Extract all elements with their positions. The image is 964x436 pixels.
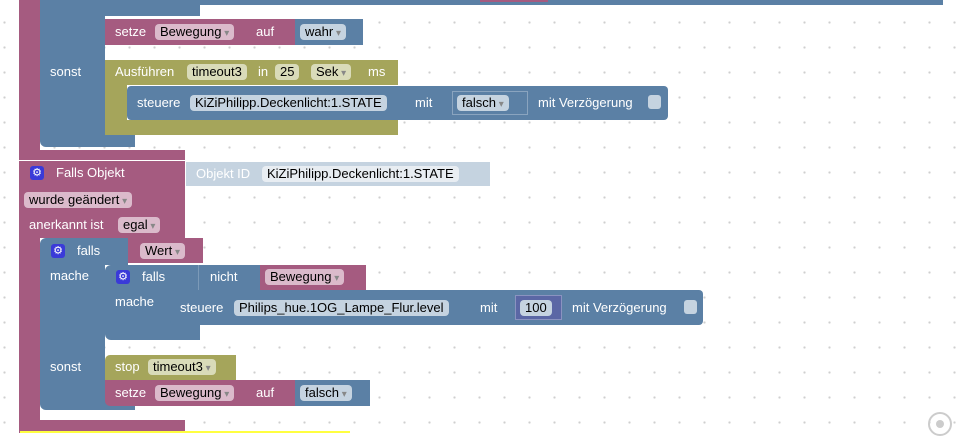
if-block-column bbox=[40, 265, 105, 400]
delay-checkbox[interactable] bbox=[684, 300, 697, 314]
not-block[interactable] bbox=[198, 265, 261, 290]
ack-dropdown[interactable]: egal bbox=[118, 217, 161, 233]
change-dropdown[interactable]: wurde geändert bbox=[24, 192, 133, 208]
object-id-value[interactable]: KiZiPhilipp.Deckenlicht:1.STATE bbox=[262, 166, 459, 182]
else-label: sonst bbox=[50, 359, 82, 374]
gear-icon[interactable]: ⚙ bbox=[116, 270, 130, 284]
timeout-name-field[interactable]: timeout3 bbox=[187, 64, 247, 80]
if-block-prev-bottom bbox=[105, 135, 135, 147]
recenter-icon[interactable] bbox=[928, 412, 952, 436]
object-id-field[interactable]: Philips_hue.1OG_Lampe_Flur.level bbox=[234, 300, 449, 316]
unit-dropdown[interactable]: Sek bbox=[311, 64, 352, 80]
variable-dropdown[interactable]: Bewegung bbox=[155, 24, 235, 40]
delay-label: mit Verzögerung bbox=[572, 300, 667, 315]
trigger-block-column bbox=[19, 238, 40, 423]
set-label: setze bbox=[115, 24, 147, 39]
boolean-dropdown[interactable]: wahr bbox=[300, 24, 346, 40]
set-label: setze bbox=[115, 385, 147, 400]
object-id-label: Objekt ID bbox=[196, 166, 251, 181]
if-label: falls bbox=[77, 243, 101, 258]
trigger-label: Falls Objekt bbox=[56, 165, 125, 180]
timeout-dropdown[interactable]: timeout3 bbox=[148, 359, 216, 375]
block-above[interactable] bbox=[170, 0, 943, 5]
timeout-block-bottom bbox=[105, 120, 398, 135]
gear-icon[interactable]: ⚙ bbox=[30, 166, 44, 180]
variable-dropdown[interactable]: Bewegung bbox=[155, 385, 235, 401]
if-label: falls bbox=[142, 269, 166, 284]
do-label: mache bbox=[50, 268, 90, 283]
stop-label: stop bbox=[115, 359, 140, 374]
trigger-block-bottom bbox=[19, 420, 185, 433]
if-block-prev[interactable] bbox=[40, 0, 105, 147]
number-field[interactable]: 100 bbox=[520, 300, 552, 316]
value-variable-dropdown[interactable]: Wert bbox=[140, 243, 186, 259]
do-label: mache bbox=[115, 294, 155, 309]
variable-dropdown[interactable]: Bewegung bbox=[265, 269, 345, 285]
control-label: steuere bbox=[137, 95, 181, 110]
boolean-dropdown[interactable]: falsch bbox=[300, 385, 352, 401]
ack-label: anerkannt ist bbox=[29, 217, 104, 232]
selection-highlight bbox=[20, 431, 350, 433]
else-label: sonst bbox=[50, 64, 82, 79]
object-id-field[interactable]: KiZiPhilipp.Deckenlicht:1.STATE bbox=[190, 95, 387, 111]
value-dropdown[interactable]: falsch bbox=[457, 95, 509, 111]
event-block-prev-bottom bbox=[19, 150, 185, 160]
in-label: in bbox=[258, 64, 269, 79]
gear-icon[interactable]: ⚙ bbox=[51, 244, 65, 258]
event-block-prev[interactable] bbox=[19, 0, 40, 150]
control-label: steuere bbox=[180, 300, 224, 315]
block-above-field bbox=[480, 0, 548, 2]
to-label: auf bbox=[256, 24, 275, 39]
delay-checkbox[interactable] bbox=[648, 95, 661, 109]
delay-field[interactable]: 25 bbox=[275, 64, 300, 80]
not-label: nicht bbox=[210, 269, 238, 284]
to-label: auf bbox=[256, 385, 275, 400]
delay-label: mit Verzögerung bbox=[538, 95, 633, 110]
timeout-label: Ausführen bbox=[115, 64, 175, 79]
with-label: mit bbox=[480, 300, 498, 315]
with-label: mit bbox=[415, 95, 433, 110]
ms-label: ms bbox=[368, 64, 386, 79]
